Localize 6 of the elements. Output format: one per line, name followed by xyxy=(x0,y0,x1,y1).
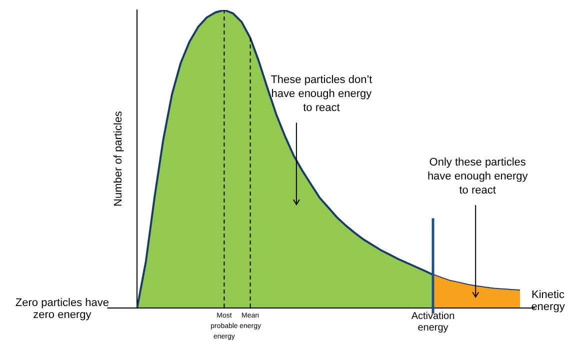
annotation: These particles don’t have enough energy to react xyxy=(270,74,372,114)
text: Zero particles have zero energy xyxy=(15,297,109,322)
x-axis-title: Kinetic energy xyxy=(531,289,566,314)
annotation: Only these particles have enough energy to react xyxy=(427,156,528,197)
x-tick-label: Activation energy xyxy=(411,311,455,334)
y-axis-title: Number of particles xyxy=(112,110,125,206)
